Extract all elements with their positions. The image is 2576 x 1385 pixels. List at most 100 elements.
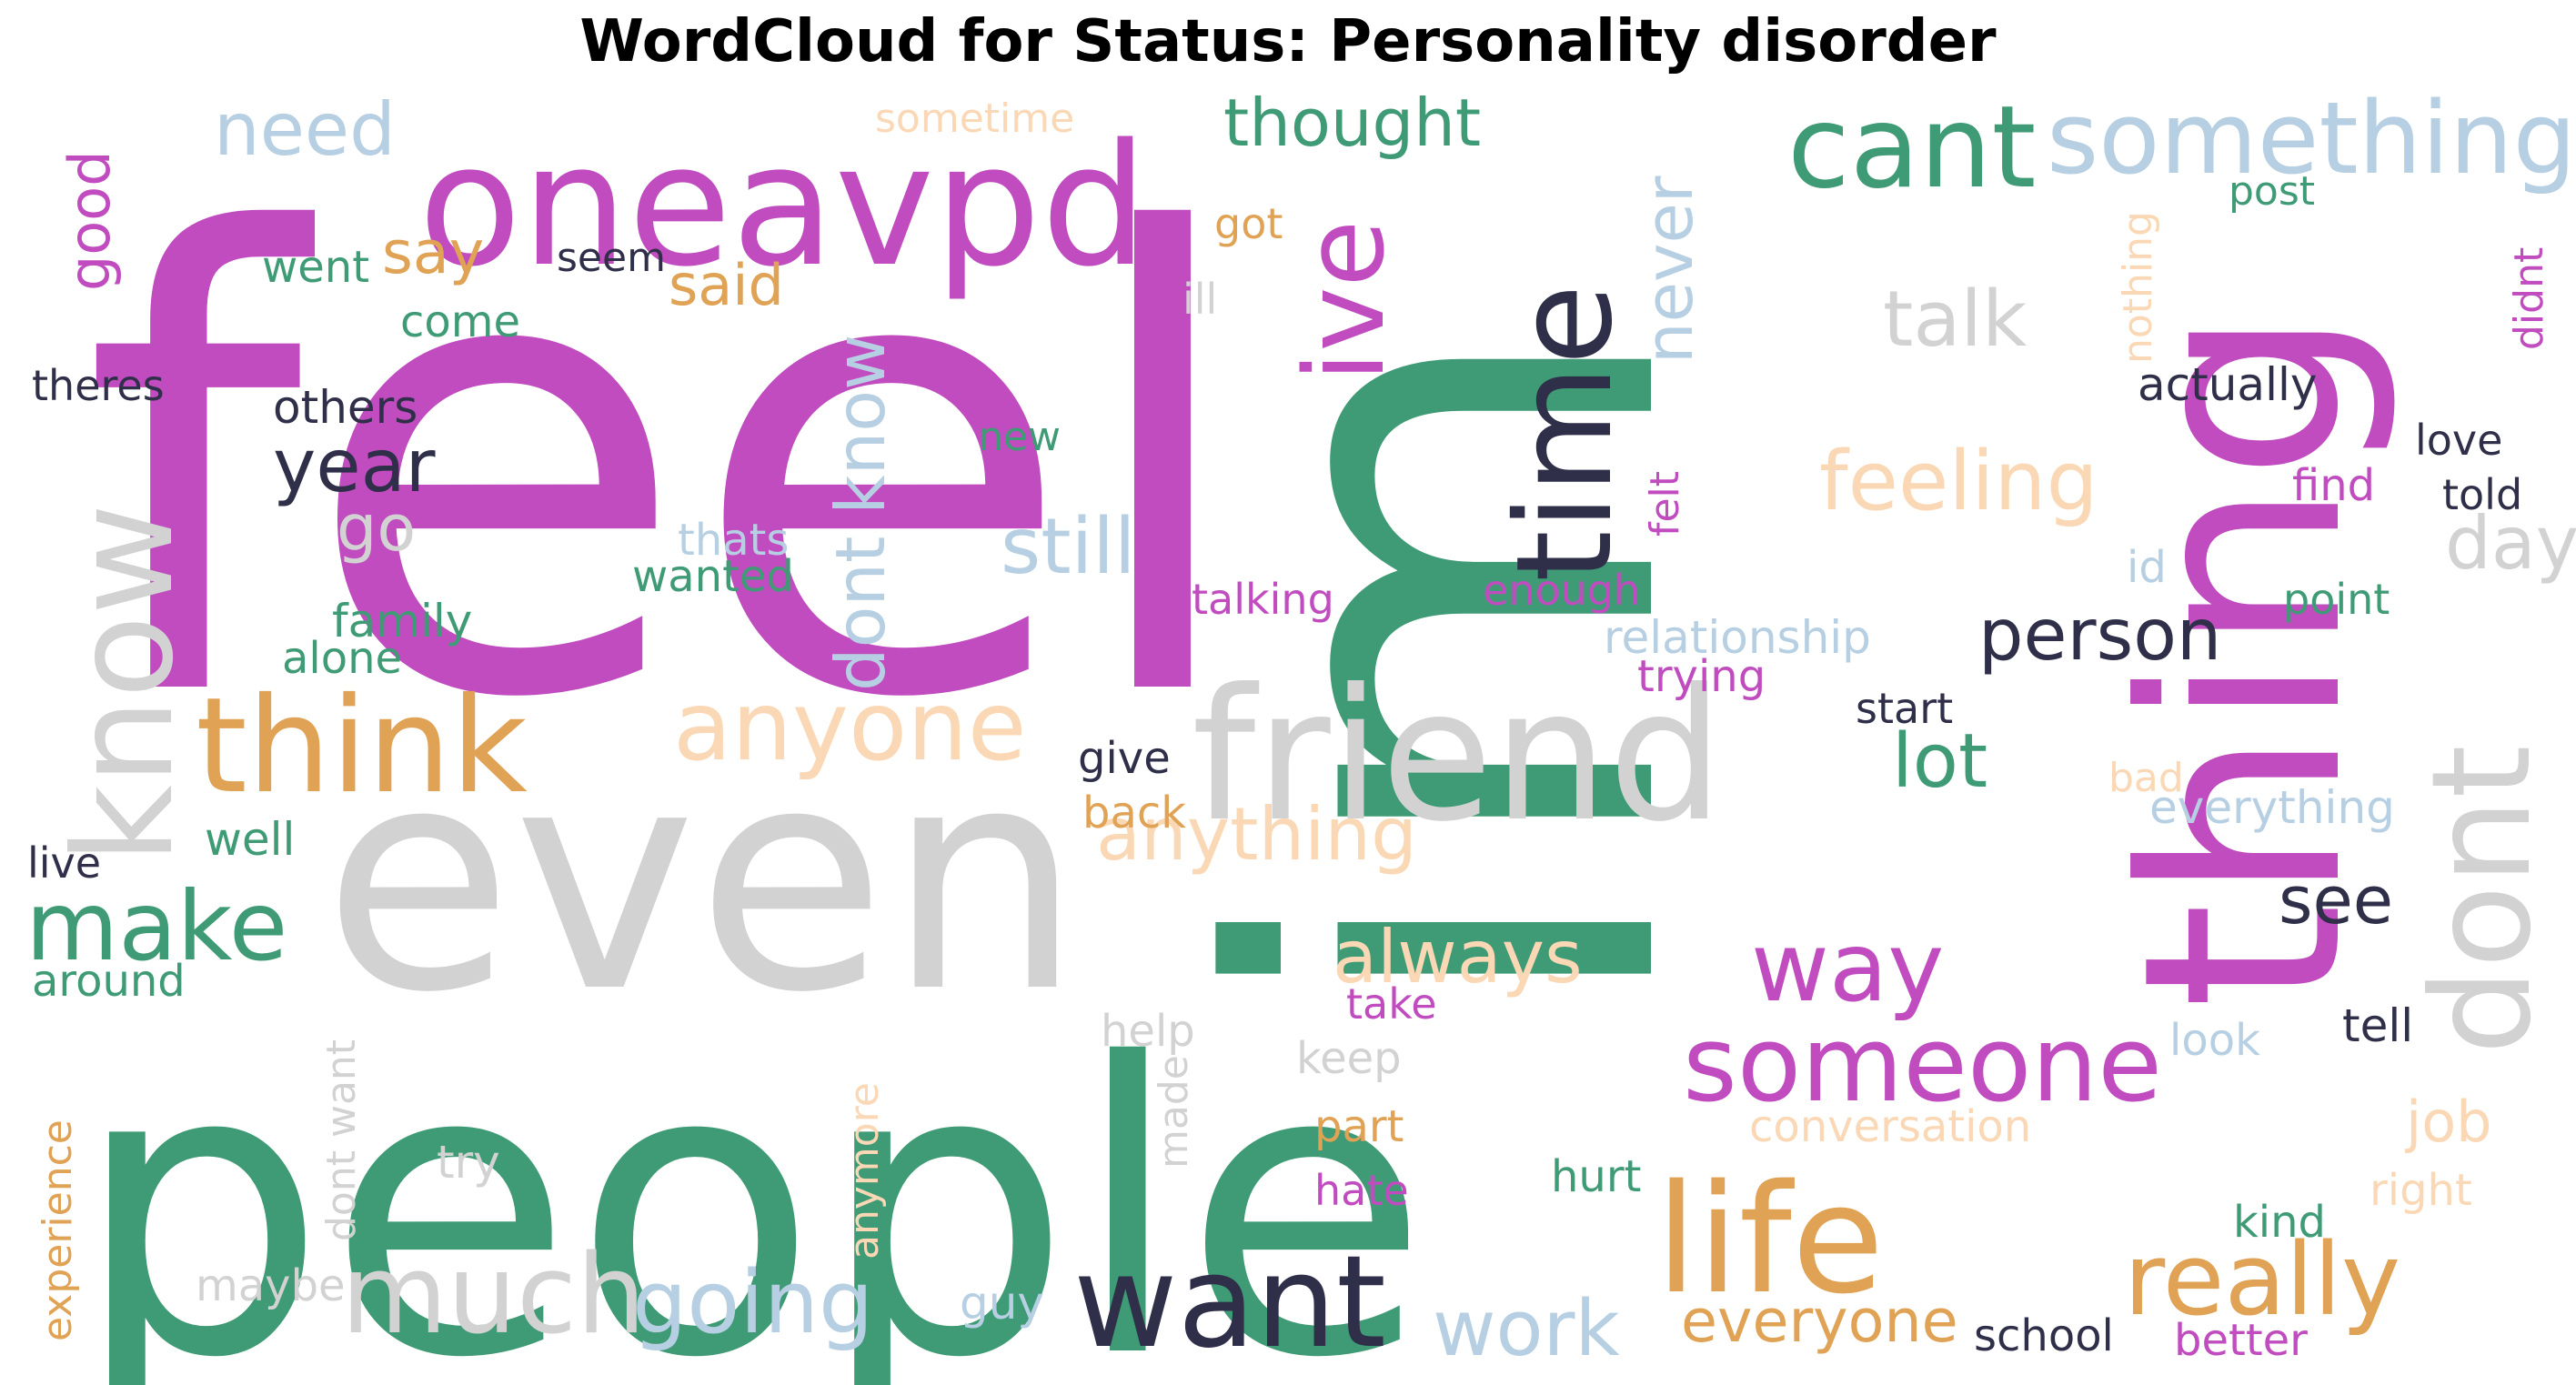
word-person: person [1978, 595, 2221, 677]
word-year: year [273, 424, 436, 508]
word-want: want [1073, 1229, 1386, 1377]
word-still: still [1001, 502, 1135, 592]
word-dont: dont [2403, 745, 2561, 1055]
word-live: live [27, 838, 101, 888]
word-maybe: maybe [196, 1260, 346, 1311]
word-guy: guy [960, 1277, 1044, 1330]
word-lot: lot [1892, 718, 1987, 805]
word-anyone: anyone [673, 671, 1026, 782]
word-back: back [1082, 788, 1186, 838]
word-alone: alone [282, 633, 402, 684]
word-keep: keep [1296, 1033, 1402, 1084]
word-take: take [1346, 979, 1437, 1029]
word-others: others [273, 381, 418, 434]
word-seem: seem [557, 235, 666, 281]
word-went: went [262, 242, 369, 293]
word-really: really [2124, 1221, 2400, 1338]
word-good: good [56, 150, 123, 291]
word-find: find [2292, 460, 2375, 511]
word-id: id [2127, 542, 2167, 593]
word-said: said [669, 252, 784, 318]
word-around: around [32, 956, 186, 1007]
word-never: never [1631, 176, 1707, 364]
word-anything: anything [1096, 792, 1417, 877]
word-relationship: relationship [1604, 611, 1871, 664]
word-oneavpd: oneavpd [418, 107, 1148, 304]
word-dont-want: dont want [318, 1039, 365, 1241]
word-hurt: hurt [1551, 1151, 1641, 1202]
word-love: love [2415, 416, 2502, 465]
word-actually: actually [2138, 358, 2317, 411]
word-make: make [25, 871, 287, 982]
word-ill: ill [1182, 275, 1217, 324]
word-wanted: wanted [632, 551, 794, 602]
chart-title: WordCloud for Status: Personality disord… [579, 8, 1997, 75]
word-friend: friend [1192, 650, 1724, 862]
word-even: even [323, 700, 1082, 1060]
word-come: come [400, 296, 520, 347]
word-well: well [205, 813, 295, 866]
word-help: help [1101, 1006, 1195, 1057]
word-feeling: feeling [1819, 434, 2098, 529]
word-enough: enough [1483, 566, 1640, 615]
word-time: time [1488, 284, 1642, 582]
word-ive: ive [1283, 220, 1409, 382]
word-feel: feel [82, 105, 1250, 835]
word-dont-know: dont know [820, 335, 901, 691]
word-didnt: didnt [2506, 247, 2552, 350]
word-think: think [196, 669, 528, 823]
word-say: say [382, 219, 484, 287]
word-life: life [1655, 1152, 1884, 1327]
word-something: something [2047, 80, 2576, 196]
word-everything: everything [2149, 781, 2395, 834]
word-always: always [1333, 915, 1583, 999]
word-experience: experience [35, 1119, 81, 1341]
word-sometime: sometime [875, 95, 1074, 142]
word-felt: felt [1642, 471, 1688, 537]
word-hate: hate [1314, 1166, 1409, 1215]
word-way: way [1751, 912, 1944, 1023]
word-thought: thought [1223, 85, 1481, 161]
word-point: point [2283, 575, 2390, 624]
word-try: try [437, 1136, 500, 1189]
word-nothing: nothing [2115, 211, 2161, 364]
word-talking: talking [1192, 575, 1334, 624]
word-right: right [2370, 1165, 2472, 1216]
word-cant: cant [1787, 82, 2037, 214]
word-told: told [2442, 470, 2522, 519]
word-job: job [2404, 1089, 2492, 1155]
word-people: people [73, 979, 1429, 1385]
word-know: know [45, 504, 204, 864]
word-need: need [214, 87, 396, 172]
word-post: post [2229, 168, 2315, 215]
word-start: start [1856, 684, 1953, 733]
word-talk: talk [1883, 275, 2027, 365]
word-look: look [2169, 1015, 2260, 1066]
word-thats: thats [678, 515, 789, 566]
word-got: got [1214, 199, 1283, 248]
word-theres: theres [32, 361, 165, 410]
word-going: going [632, 1253, 873, 1353]
word-everyone: everyone [1681, 1288, 1958, 1356]
word-kind: kind [2233, 1197, 2326, 1248]
word-trying: trying [1637, 651, 1766, 702]
word-go: go [337, 491, 416, 566]
word-family: family [332, 595, 472, 647]
word-someone: someone [1683, 1004, 2162, 1126]
word-thing: thing [2085, 307, 2402, 1009]
word-better: better [2174, 1315, 2308, 1366]
word-see: see [2279, 862, 2393, 938]
word-tell: tell [2342, 999, 2413, 1052]
word-anymore: anymore [841, 1082, 888, 1260]
word-much: much [341, 1232, 646, 1359]
word-bad: bad [2108, 755, 2184, 801]
word-im: im [1119, 310, 1786, 1028]
word-day: day [2445, 501, 2576, 586]
word-part: part [1314, 1101, 1404, 1152]
word-conversation: conversation [1749, 1101, 2031, 1152]
word-give: give [1078, 733, 1171, 784]
word-made: made [1151, 1055, 1197, 1169]
word-work: work [1433, 1284, 1620, 1374]
word-new: new [978, 414, 1061, 460]
